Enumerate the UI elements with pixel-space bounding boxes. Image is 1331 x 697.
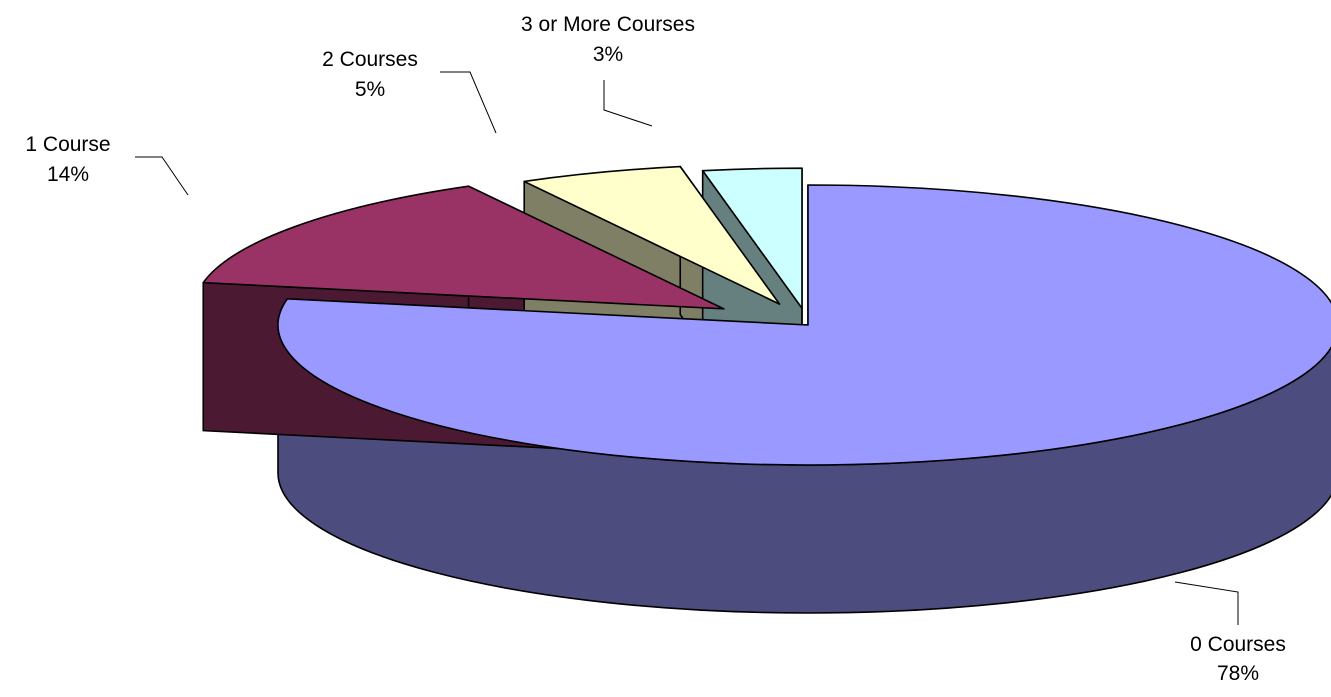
pie-slice-2: [523, 165, 781, 305]
data-label-category-3: 3 or More Courses: [521, 13, 695, 36]
data-label-value-3: 3%: [593, 43, 623, 66]
pie-slice-3: [701, 167, 803, 309]
leader-line-layer: [135, 71, 1239, 625]
leader-line-2-courses: [440, 71, 497, 134]
pie-top-layer: [202, 165, 1331, 466]
data-label-category-0: 0 Courses: [1190, 633, 1286, 656]
leader-line-0-courses: [1174, 581, 1239, 625]
data-label-value-0: 78%: [1217, 662, 1259, 685]
data-label-category-1: 1 Course: [25, 133, 110, 156]
leader-line-1-course: [135, 156, 189, 196]
data-label-category-2: 2 Courses: [322, 48, 418, 71]
data-label-value-2: 5%: [355, 78, 385, 101]
pie-slice-0: [277, 184, 1331, 466]
leader-line-3-courses: [603, 80, 653, 127]
data-label-value-1: 14%: [47, 163, 89, 186]
data-label-layer: 0 Courses 78% 1 Course 14% 2 Courses 5% …: [25, 13, 1285, 685]
pie-slice-1: [202, 185, 725, 310]
